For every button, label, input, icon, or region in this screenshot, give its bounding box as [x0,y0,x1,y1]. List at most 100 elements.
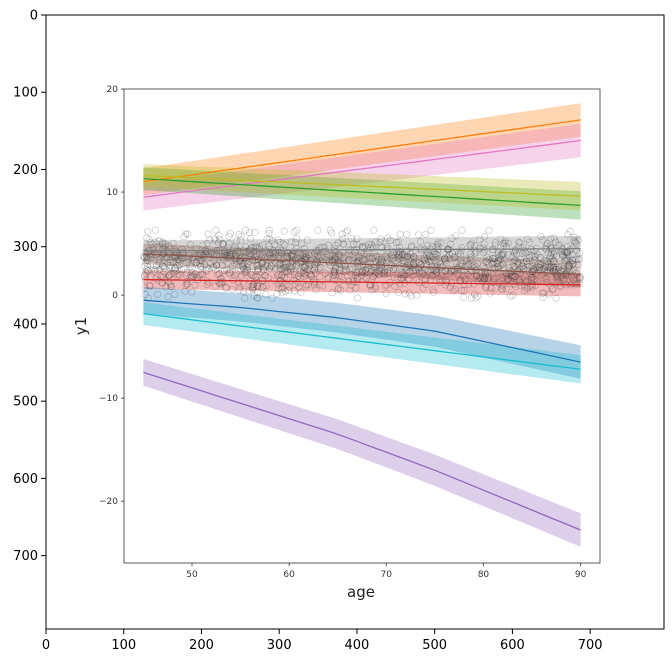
scatter-point [449,287,457,295]
scatter-point [161,240,169,248]
scatter-point [274,261,282,269]
scatter-point [516,269,524,277]
scatter-point [370,266,378,274]
scatter-point [516,265,524,273]
scatter-point [377,255,385,263]
scatter-point [301,261,309,270]
scatter-point [241,294,249,302]
scatter-point [482,281,490,289]
scatter-point [142,266,151,274]
scatter-point [512,273,520,281]
scatter-point [568,250,576,258]
scatter-point [297,288,305,296]
scatter-point [331,247,339,256]
scatter-point [331,276,339,284]
scatter-point [422,230,430,239]
scatter-point [432,266,440,274]
scatter-point [330,268,338,276]
scatter-point [282,263,290,271]
scatter-point [504,239,513,247]
scatter-point [250,248,258,256]
scatter-point [534,260,542,268]
scatter-point [467,249,475,258]
scatter-point [457,286,466,294]
scatter-point [462,255,470,263]
scatter-point [377,263,385,271]
scatter-point [383,244,391,253]
scatter-point [232,260,240,268]
scatter-point [261,272,269,280]
scatter-point [199,254,208,262]
scatter-point [482,267,490,275]
scatter-point [553,252,561,260]
scatter-point [490,258,498,266]
scatter-point [528,273,536,281]
scatter-point [395,251,403,259]
scatter-point [533,262,541,270]
scatter-point [188,264,196,272]
scatter-point [467,267,476,275]
scatter-point [165,271,173,279]
trend-lines [143,119,581,531]
scatter-point [523,257,531,265]
scatter-point [281,287,289,295]
scatter-point [572,246,580,255]
inner-y-tick-label: −20 [99,497,118,507]
scatter-point [424,267,432,275]
scatter-point [346,286,354,294]
scatter-point [195,271,203,280]
scatter-point [199,241,207,249]
scatter-point [215,278,223,286]
scatter-point [481,246,489,254]
scatter-point [558,250,566,258]
scatter-point [197,271,205,279]
scatter-point [294,272,302,280]
scatter-point [241,265,249,273]
scatter-point [453,260,461,268]
scatter-point [499,274,507,282]
scatter-point [319,282,327,290]
scatter-point [549,257,557,265]
scatter-point [328,229,336,237]
scatter-point [485,256,493,264]
scatter-point [302,253,310,261]
scatter-point [566,227,574,235]
scatter-point [561,257,569,265]
scatter-point [267,262,275,270]
scatter-point [418,269,426,277]
scatter-point [296,275,304,283]
scatter-point [395,251,403,259]
scatter-point [254,266,262,274]
scatter-point [144,263,152,271]
scatter-point [372,269,380,277]
scatter-point [273,289,281,298]
scatter-point [574,256,583,264]
scatter-point [402,264,410,272]
scatter-point [498,281,506,289]
scatter-point [498,260,506,268]
scatter-point [516,255,524,263]
scatter-point [260,264,268,272]
outer-x-tick-label: 400 [345,638,370,653]
scatter-point [561,254,569,262]
scatter-point [143,266,151,275]
scatter-point [494,268,502,276]
scatter-point [194,261,202,269]
scatter-point [205,236,214,244]
scatter-point [417,260,425,268]
scatter-point [297,269,305,277]
scatter-point [409,267,417,276]
scatter-point [445,270,453,278]
scatter-point [566,258,574,266]
scatter-point [275,271,283,279]
scatter-point [167,269,175,277]
scatter-point [160,263,168,271]
scatter-point [271,276,279,284]
scatter-point [197,251,205,259]
scatter-point [338,272,346,281]
scatter-point [492,284,500,292]
scatter-point [362,268,370,276]
scatter-point [501,237,509,245]
scatter-point [296,267,304,275]
scatter-point [188,272,196,280]
